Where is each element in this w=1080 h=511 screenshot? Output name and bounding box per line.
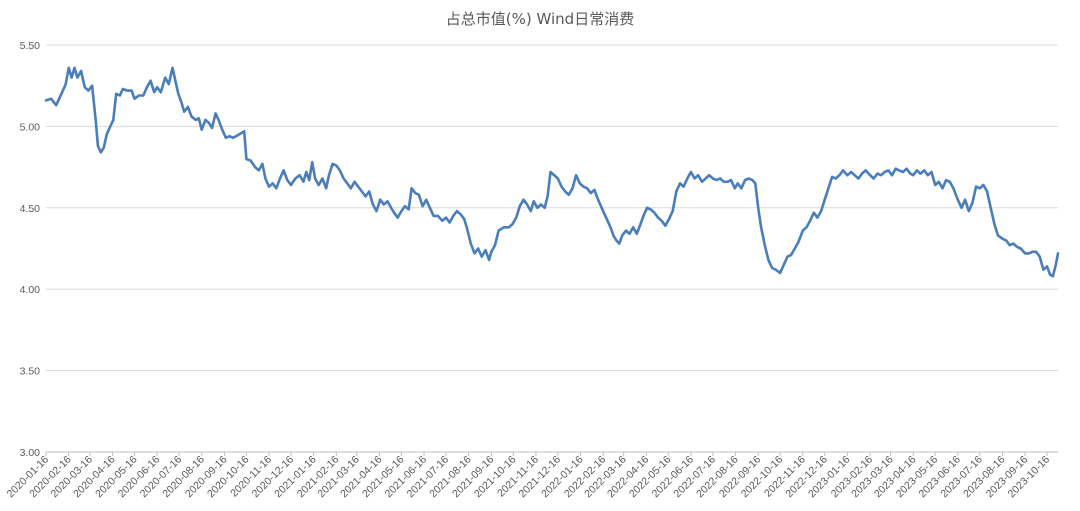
y-axis: 3.00 3.50 4.00 4.50 5.00 5.50 — [20, 40, 41, 459]
series-line — [44, 66, 1060, 278]
chart-title: 占总市值(%) Wind日常消费 — [446, 10, 634, 28]
grid-lines — [46, 44, 1058, 453]
y-tick-label: 3.50 — [20, 366, 41, 378]
y-tick-label: 4.50 — [20, 203, 41, 215]
y-tick-label: 5.50 — [20, 40, 41, 52]
y-tick-label: 5.00 — [20, 121, 41, 133]
series-group — [44, 66, 1060, 278]
y-tick-label: 3.00 — [20, 447, 41, 459]
x-axis: 2020-01-162020-02-162020-03-162020-04-16… — [5, 452, 1052, 500]
y-tick-label: 4.00 — [20, 284, 41, 296]
